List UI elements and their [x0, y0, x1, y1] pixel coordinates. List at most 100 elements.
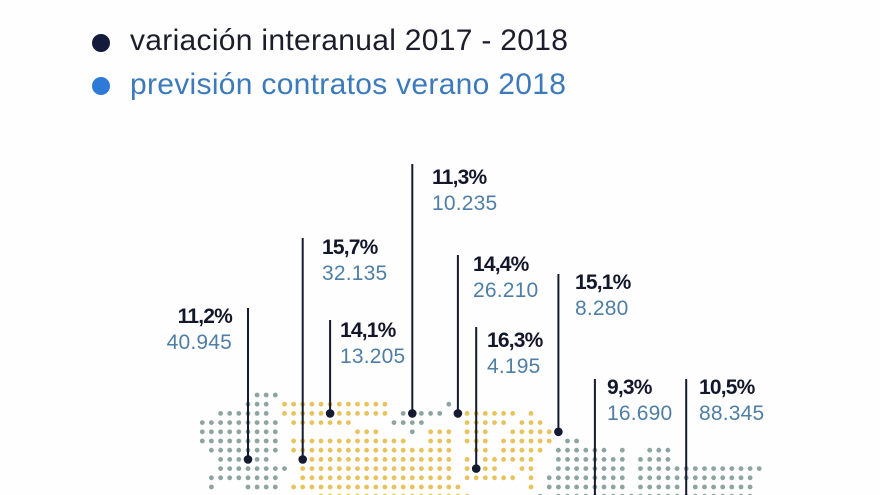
map-dot-yellow	[346, 401, 351, 407]
map-dot-yellow	[346, 457, 351, 462]
map-dot-yellow	[437, 429, 443, 435]
map-dot-yellow	[473, 475, 479, 481]
map-dot-yellow	[391, 438, 397, 444]
map-dot-yellow	[391, 475, 397, 481]
legend-label-forecast: previsión contratos verano 2018	[130, 68, 567, 101]
map-dot-yellow	[346, 475, 351, 481]
map-dot-yellow	[327, 438, 333, 444]
map-dot-yellow	[391, 457, 397, 462]
map-dot-gray	[556, 447, 561, 453]
map-dot-gray	[692, 475, 698, 481]
callout-8: 9,3% 16.690	[607, 375, 672, 427]
map-dot-yellow	[382, 411, 388, 416]
map-dot-yellow	[446, 484, 452, 490]
map-dot-yellow	[510, 429, 516, 435]
map-dot-yellow	[309, 401, 315, 407]
legend-item-forecast: previsión contratos verano 2018	[0, 0, 880, 101]
map-dot-yellow	[318, 401, 324, 407]
callout-7: 15,1% 8.280	[575, 270, 631, 322]
map-dot-yellow	[355, 429, 360, 435]
map-dot-gray	[236, 475, 242, 481]
map-dot-gray	[227, 475, 233, 481]
map-dot-yellow	[373, 438, 379, 444]
map-dot-yellow	[346, 484, 351, 490]
map-dot-yellow	[382, 484, 388, 490]
callout-4: 11,3% 10.235	[432, 165, 497, 217]
map-dot-yellow	[355, 484, 360, 490]
map-dot-yellow	[482, 457, 488, 462]
map-dot-gray	[236, 411, 242, 416]
map-dot-gray	[236, 447, 242, 453]
map-dot-gray	[218, 466, 224, 471]
map-dot-yellow	[336, 484, 342, 490]
map-dot-yellow	[437, 438, 443, 444]
map-dot-yellow	[419, 475, 424, 481]
map-dot-yellow	[492, 457, 497, 462]
map-dot-gray	[236, 438, 242, 444]
leader-lines	[247, 164, 688, 495]
callout-7-variation: 15,1%	[575, 271, 631, 294]
map-dot-gray	[574, 457, 579, 462]
map-dot-gray	[263, 401, 269, 407]
map-dot-yellow	[501, 475, 506, 481]
map-dot-yellow	[400, 447, 406, 453]
map-dot-yellow	[528, 411, 534, 416]
map-dot-gray	[218, 447, 224, 453]
callout-4-variation: 11,3%	[432, 166, 487, 189]
location-marker-5	[453, 409, 463, 418]
map-dot-yellow	[437, 484, 443, 490]
map-dot-yellow	[364, 429, 369, 435]
map-dot-gray	[254, 420, 260, 425]
map-dot-gray	[209, 429, 214, 435]
map-dot-gray	[702, 475, 707, 481]
location-markers	[243, 409, 563, 473]
map-dot-gray	[656, 484, 662, 490]
map-dot-yellow	[437, 475, 443, 481]
callout-2-variation: 15,7%	[322, 236, 378, 259]
map-dot-yellow	[501, 411, 506, 416]
map-dot-yellow	[327, 457, 333, 462]
location-marker-7	[554, 427, 563, 437]
map-dot-gray	[638, 484, 643, 490]
map-dot-gray	[218, 420, 224, 425]
map-dot-yellow	[346, 447, 351, 453]
map-dot-gray	[400, 420, 406, 425]
map-dot-gray	[263, 438, 269, 444]
map-dot-gray	[619, 484, 625, 490]
callout-6-contracts: 4.195	[487, 355, 541, 378]
map-dot-yellow	[464, 457, 470, 462]
map-dot-gray	[263, 429, 269, 435]
map-dot-gray	[199, 429, 205, 435]
location-marker-4	[408, 409, 417, 418]
map-dot-gray	[254, 457, 260, 462]
map-dot-gray	[665, 447, 671, 453]
map-dot-yellow	[346, 438, 351, 444]
map-dot-gray	[665, 457, 671, 462]
map-dot-yellow	[546, 438, 552, 444]
map-dot-gray	[610, 484, 616, 490]
map-dot-gray	[546, 484, 552, 490]
map-dot-gray	[272, 475, 278, 481]
map-dot-yellow	[309, 475, 315, 481]
map-dot-gray	[583, 466, 589, 471]
map-dot-gray	[565, 466, 570, 471]
map-dot-yellow	[446, 466, 452, 471]
callout-3-contracts: 13.205	[340, 345, 406, 368]
map-dot-gray	[391, 420, 397, 425]
map-dot-yellow	[327, 466, 333, 471]
map-dot-yellow	[364, 401, 369, 407]
map-dot-yellow	[501, 438, 506, 444]
map-dot-gray	[227, 429, 233, 435]
map-dot-gray	[619, 475, 625, 481]
map-dot-gray	[729, 466, 735, 471]
map-dot-gray	[263, 484, 269, 490]
map-dot-yellow	[373, 447, 379, 453]
map-dot-yellow	[537, 420, 543, 425]
map-dot-yellow	[291, 484, 296, 490]
map-dot-yellow	[327, 447, 333, 453]
map-dot-gray	[711, 475, 716, 481]
map-dot-gray	[227, 457, 233, 462]
map-dot-gray	[254, 411, 260, 416]
map-dot-yellow	[428, 438, 433, 444]
map-dot-gray	[556, 457, 561, 462]
